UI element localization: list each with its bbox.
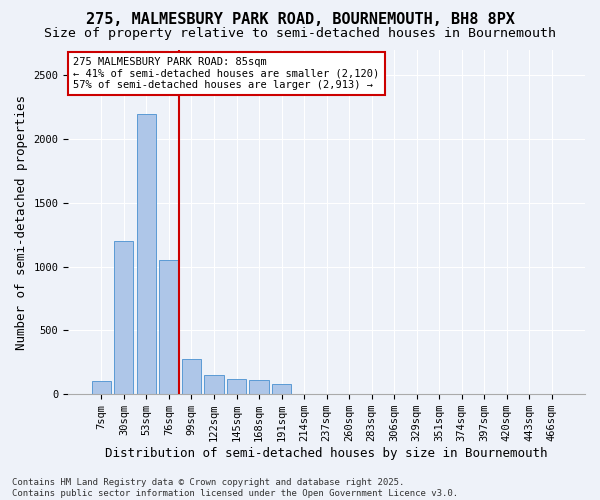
Bar — [205, 375, 224, 394]
Bar — [160, 260, 179, 394]
Text: Contains HM Land Registry data © Crown copyright and database right 2025.
Contai: Contains HM Land Registry data © Crown c… — [12, 478, 458, 498]
Text: 275, MALMESBURY PARK ROAD, BOURNEMOUTH, BH8 8PX: 275, MALMESBURY PARK ROAD, BOURNEMOUTH, … — [86, 12, 514, 28]
Bar — [182, 358, 201, 394]
Bar — [137, 114, 156, 394]
Bar — [227, 379, 246, 394]
X-axis label: Distribution of semi-detached houses by size in Bournemouth: Distribution of semi-detached houses by … — [106, 447, 548, 460]
Text: 275 MALMESBURY PARK ROAD: 85sqm
← 41% of semi-detached houses are smaller (2,120: 275 MALMESBURY PARK ROAD: 85sqm ← 41% of… — [73, 57, 380, 90]
Bar — [250, 380, 269, 394]
Text: Size of property relative to semi-detached houses in Bournemouth: Size of property relative to semi-detach… — [44, 28, 556, 40]
Bar — [114, 241, 133, 394]
Bar — [272, 384, 291, 394]
Y-axis label: Number of semi-detached properties: Number of semi-detached properties — [15, 94, 28, 350]
Bar — [92, 382, 111, 394]
